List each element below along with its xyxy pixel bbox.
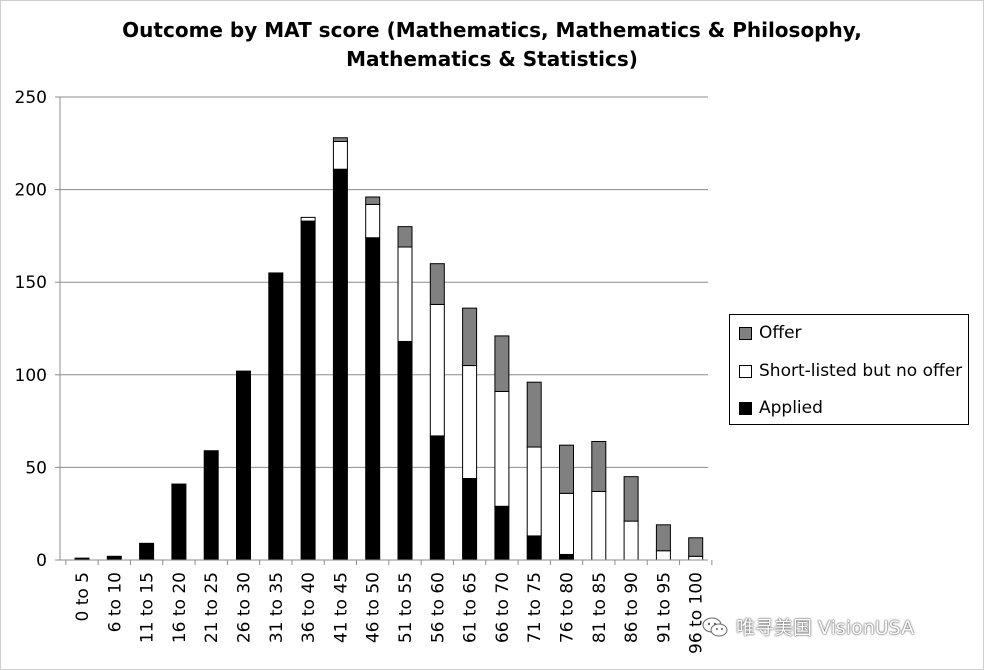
legend-label-applied: Applied <box>759 398 823 418</box>
bar-short-listed-but-no-offer-17 <box>623 520 639 561</box>
bar-short-listed-but-no-offer-11 <box>429 303 445 437</box>
bar-offer-15 <box>559 444 574 494</box>
x-tick-label-4: 21 to 25 <box>202 572 222 643</box>
bar-applied-5 <box>236 370 251 561</box>
x-tick-label-9: 46 to 50 <box>364 572 384 643</box>
legend-swatch-short-listed <box>739 364 752 378</box>
x-tick-label-12: 61 to 65 <box>461 572 481 643</box>
chart-title-line-2: Mathematics & Statistics) <box>346 47 638 71</box>
x-tick-label-2: 11 to 15 <box>138 572 158 643</box>
legend-label-short-listed: Short-listed but no offer <box>759 361 963 381</box>
watermark: 唯寻美国 VisionUSA <box>702 613 914 640</box>
bar-short-listed-but-no-offer-15 <box>559 492 574 555</box>
bar-short-listed-but-no-offer-9 <box>365 203 381 239</box>
bar-applied-3 <box>171 483 187 561</box>
y-tick-label-100: 100 <box>15 366 47 386</box>
x-tick-label-8: 41 to 45 <box>331 572 351 643</box>
bar-applied-14 <box>526 535 542 561</box>
bar-short-listed-but-no-offer-16 <box>591 490 607 561</box>
bar-offer-18 <box>655 524 671 552</box>
bar-offer-10 <box>397 226 413 248</box>
bar-offer-16 <box>591 440 607 492</box>
chart-legend: Offer Short-listed but no offer Applied <box>729 314 969 425</box>
y-tick-label-150: 150 <box>15 273 47 293</box>
bar-short-listed-but-no-offer-14 <box>526 446 542 537</box>
bar-offer-14 <box>526 381 542 448</box>
bar-offer-9 <box>365 196 381 205</box>
bar-applied-8 <box>332 168 348 561</box>
wechat-icon <box>702 617 728 636</box>
chart-title-line-1: Outcome by MAT score (Mathematics, Mathe… <box>122 18 862 42</box>
bar-short-listed-but-no-offer-7 <box>300 216 316 222</box>
legend-swatch-applied <box>739 401 752 415</box>
bar-applied-10 <box>397 340 413 561</box>
bar-short-listed-but-no-offer-12 <box>462 365 478 480</box>
bar-applied-11 <box>429 435 445 561</box>
bar-offer-12 <box>462 307 478 367</box>
x-tick-label-15: 76 to 80 <box>558 572 578 643</box>
bar-short-listed-but-no-offer-18 <box>655 550 671 561</box>
y-tick-label-50: 50 <box>25 458 47 478</box>
bar-offer-13 <box>494 335 510 392</box>
bar-applied-1 <box>106 555 122 561</box>
y-tick-label-250: 250 <box>15 88 47 108</box>
bar-offer-8 <box>332 137 348 142</box>
x-tick-label-17: 86 to 90 <box>622 572 642 643</box>
x-tick-label-16: 81 to 85 <box>590 572 610 643</box>
bar-applied-9 <box>365 237 381 561</box>
legend-item-offer: Offer <box>739 323 802 343</box>
legend-item-short-listed: Short-listed but no offer <box>739 361 962 381</box>
x-tick-label-0: 0 to 5 <box>73 572 93 622</box>
x-tick-label-5: 26 to 30 <box>235 572 255 643</box>
bar-applied-4 <box>203 450 219 561</box>
bar-short-listed-but-no-offer-13 <box>494 390 510 507</box>
bar-applied-15 <box>559 553 574 561</box>
bar-applied-7 <box>300 220 316 561</box>
x-tick-label-11: 56 to 60 <box>428 572 448 643</box>
x-tick-label-3: 16 to 20 <box>170 572 190 643</box>
x-tick-label-18: 91 to 95 <box>654 572 674 643</box>
bar-offer-11 <box>429 263 445 305</box>
y-tick-label-200: 200 <box>15 181 47 201</box>
legend-swatch-offer <box>739 326 752 340</box>
chart-title: Outcome by MAT score (Mathematics, Mathe… <box>0 16 984 74</box>
bar-applied-2 <box>139 542 155 561</box>
bar-applied-12 <box>462 478 478 561</box>
bar-short-listed-but-no-offer-19 <box>688 555 704 561</box>
watermark-text: 唯寻美国 VisionUSA <box>736 617 915 639</box>
x-tick-label-6: 31 to 35 <box>267 572 287 643</box>
bar-offer-17 <box>623 476 639 522</box>
x-tick-label-14: 71 to 75 <box>525 572 545 643</box>
x-tick-label-13: 66 to 70 <box>493 572 513 643</box>
legend-label-offer: Offer <box>759 323 802 343</box>
legend-item-applied: Applied <box>739 398 823 418</box>
x-tick-label-1: 6 to 10 <box>105 572 125 632</box>
bar-short-listed-but-no-offer-10 <box>397 246 413 342</box>
x-tick-label-19: 96 to 100 <box>687 572 707 654</box>
bar-offer-19 <box>688 537 704 557</box>
x-tick-label-7: 36 to 40 <box>299 572 319 643</box>
y-tick-label-0: 0 <box>36 551 47 571</box>
bar-applied-6 <box>268 272 284 561</box>
bar-applied-13 <box>494 505 510 561</box>
x-tick-label-10: 51 to 55 <box>396 572 416 643</box>
bar-short-listed-but-no-offer-8 <box>332 140 348 170</box>
